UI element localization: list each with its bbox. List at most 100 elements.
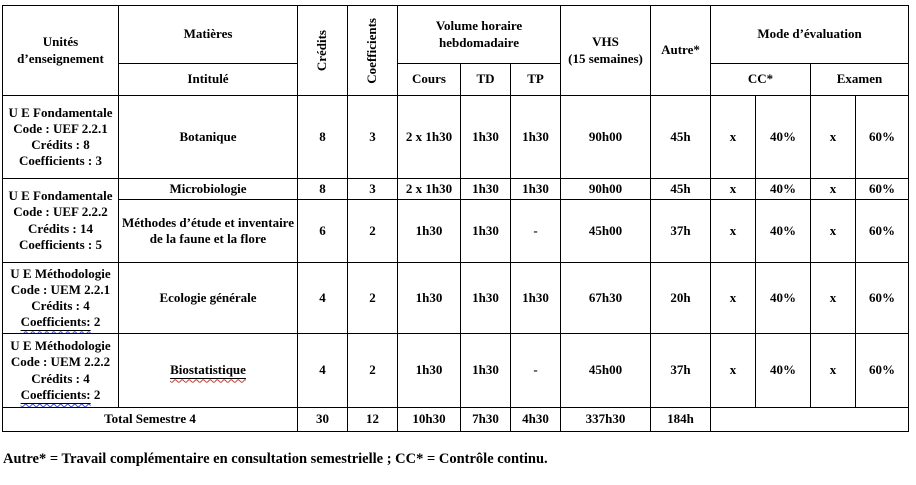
ue-line: U E Méthodologie: [10, 265, 111, 281]
header-cc: CC*: [710, 63, 811, 96]
td-cell: 1h30: [460, 262, 511, 334]
credits-cell: 8: [297, 178, 348, 200]
ue-coeff-line: Coefficients: 2: [20, 386, 101, 402]
matiere-cell: Botanique: [118, 95, 298, 179]
examen-check-cell: x: [810, 178, 856, 200]
cc-percent-cell: 40%: [755, 95, 811, 179]
tp-cell: -: [510, 333, 561, 408]
header-unites-line1: Unités: [42, 34, 79, 50]
td-cell: 1h30: [460, 178, 511, 200]
ue-line: Code : UEF 2.2.2: [13, 204, 108, 220]
header-unites-enseignement: Unités d’enseignement: [2, 5, 119, 96]
examen-percent-cell: 60%: [855, 262, 909, 334]
header-coefficients: Coefficients: [347, 5, 398, 96]
header-unites-line2: d’enseignement: [17, 50, 104, 66]
coefficients-cell: 3: [347, 95, 398, 179]
grammar-squiggle: Coefficients:: [20, 314, 91, 330]
header-row-2: Intitulé Cours TD TP CC* Examen: [3, 63, 909, 96]
coefficients-cell: 2: [347, 262, 398, 334]
header-cours: Cours: [397, 63, 461, 96]
header-volume-line2: hebdomadaire: [439, 34, 519, 50]
ue-line: Code : UEF 2.2.1: [13, 120, 108, 136]
autre-cell: 45h: [650, 178, 711, 200]
examen-check-cell: x: [810, 199, 856, 263]
cc-percent-cell: 40%: [755, 333, 811, 408]
footnote: Autre* = Travail complémentaire en consu…: [3, 451, 548, 467]
cours-cell: 1h30: [397, 199, 461, 263]
spellcheck-squiggle: Biostatistique: [170, 362, 246, 378]
autre-cell: 37h: [650, 199, 711, 263]
table-row-microbiologie: U E Fondamentale Code : UEF 2.2.2 Crédit…: [2, 178, 909, 263]
ue-coeff-line: Coefficients : 3: [18, 153, 103, 169]
cc-check-cell: x: [710, 95, 756, 179]
header-volume-line1: Volume horaire: [435, 18, 523, 34]
tp-cell: -: [510, 199, 561, 263]
total-td-cell: 7h30: [460, 407, 511, 432]
cours-cell: 2 x 1h30: [397, 95, 461, 179]
cours-cell: 2 x 1h30: [397, 178, 461, 200]
ue-line: U E Méthodologie: [10, 338, 111, 353]
header-td: TD: [460, 63, 511, 96]
total-credits-cell: 30: [297, 407, 348, 432]
header-matieres: Matières: [118, 5, 298, 64]
ue-line: U E Fondamentale: [8, 188, 113, 203]
header-vhs-line1: VHS: [592, 34, 619, 50]
credits-cell: 6: [297, 199, 348, 263]
credits-cell: 4: [297, 333, 348, 408]
ue-line: U E Fondamentale: [8, 104, 113, 120]
tp-cell: 1h30: [510, 262, 561, 334]
td-cell: 1h30: [460, 199, 511, 263]
cc-percent-cell: 40%: [755, 178, 811, 200]
tp-cell: 1h30: [510, 95, 561, 179]
ue-line: Code : UEM 2.2.2: [10, 354, 111, 370]
cc-check-cell: x: [710, 262, 756, 334]
cours-cell: 1h30: [397, 333, 461, 408]
examen-check-cell: x: [810, 262, 856, 334]
coefficients-cell: 3: [347, 178, 398, 200]
matiere-cell: Microbiologie: [118, 178, 298, 200]
total-autre-cell: 184h: [650, 407, 711, 432]
ue-line: Crédits : 14: [28, 220, 93, 236]
header-vhs: VHS (15 semaines): [560, 5, 651, 96]
td-cell: 1h30: [460, 95, 511, 179]
ue-cell-uef222: U E Fondamentale Code : UEF 2.2.2 Crédit…: [2, 178, 119, 263]
vhs-cell: 90h00: [560, 178, 651, 200]
header-mode-evaluation: Mode d’évaluation: [710, 5, 909, 64]
header-volume-horaire: Volume horaire hebdomadaire: [397, 5, 561, 64]
ue-line: Crédits : 8: [31, 137, 90, 152]
semester-courses-table: Unités d’enseignement Matières Crédits C…: [2, 5, 909, 432]
table-row-biostatistique: U E Méthodologie Code : UEM 2.2.2 Crédit…: [2, 333, 909, 408]
credits-cell: 4: [297, 262, 348, 334]
credits-cell: 8: [297, 95, 348, 179]
autre-cell: 45h: [650, 95, 711, 179]
examen-check-cell: x: [810, 333, 856, 408]
header-row-1: Unités d’enseignement Matières Crédits C…: [2, 5, 909, 96]
header-credits-label: Crédits: [314, 29, 330, 72]
vhs-cell: 45h00: [560, 333, 651, 408]
grammar-squiggle: Coefficients:: [20, 386, 91, 402]
total-coefficients-cell: 12: [347, 407, 398, 432]
table-row-ecologie: U E Méthodologie Code : UEM 2.2.1 Crédit…: [2, 262, 909, 334]
header-autre: Autre*: [650, 5, 711, 96]
ue-cell-uem222: U E Méthodologie Code : UEM 2.2.2 Crédit…: [2, 333, 119, 408]
table-row-botanique: U E Fondamentale Code : UEF 2.2.1 Crédit…: [2, 95, 909, 179]
cc-check-cell: x: [710, 178, 756, 200]
ue-cell-uef221: U E Fondamentale Code : UEF 2.2.1 Crédit…: [2, 95, 119, 179]
examen-percent-cell: 60%: [855, 178, 909, 200]
cc-percent-cell: 40%: [755, 199, 811, 263]
matiere-cell: Biostatistique: [118, 333, 298, 408]
examen-percent-cell: 60%: [855, 95, 909, 179]
header-credits: Crédits: [297, 5, 348, 96]
total-empty-region: [710, 407, 909, 432]
vhs-cell: 90h00: [560, 95, 651, 179]
total-vhs-cell: 337h30: [560, 407, 651, 432]
total-row: Total Semestre 4 30 12 10h30 7h30 4h30 3…: [2, 407, 909, 432]
td-cell: 1h30: [460, 333, 511, 408]
cc-percent-cell: 40%: [755, 262, 811, 334]
matiere-cell: Ecologie générale: [118, 262, 298, 334]
vhs-cell: 45h00: [560, 199, 651, 263]
examen-percent-cell: 60%: [855, 333, 909, 408]
cours-cell: 1h30: [397, 262, 461, 334]
header-intitule: Intitulé: [118, 63, 298, 96]
